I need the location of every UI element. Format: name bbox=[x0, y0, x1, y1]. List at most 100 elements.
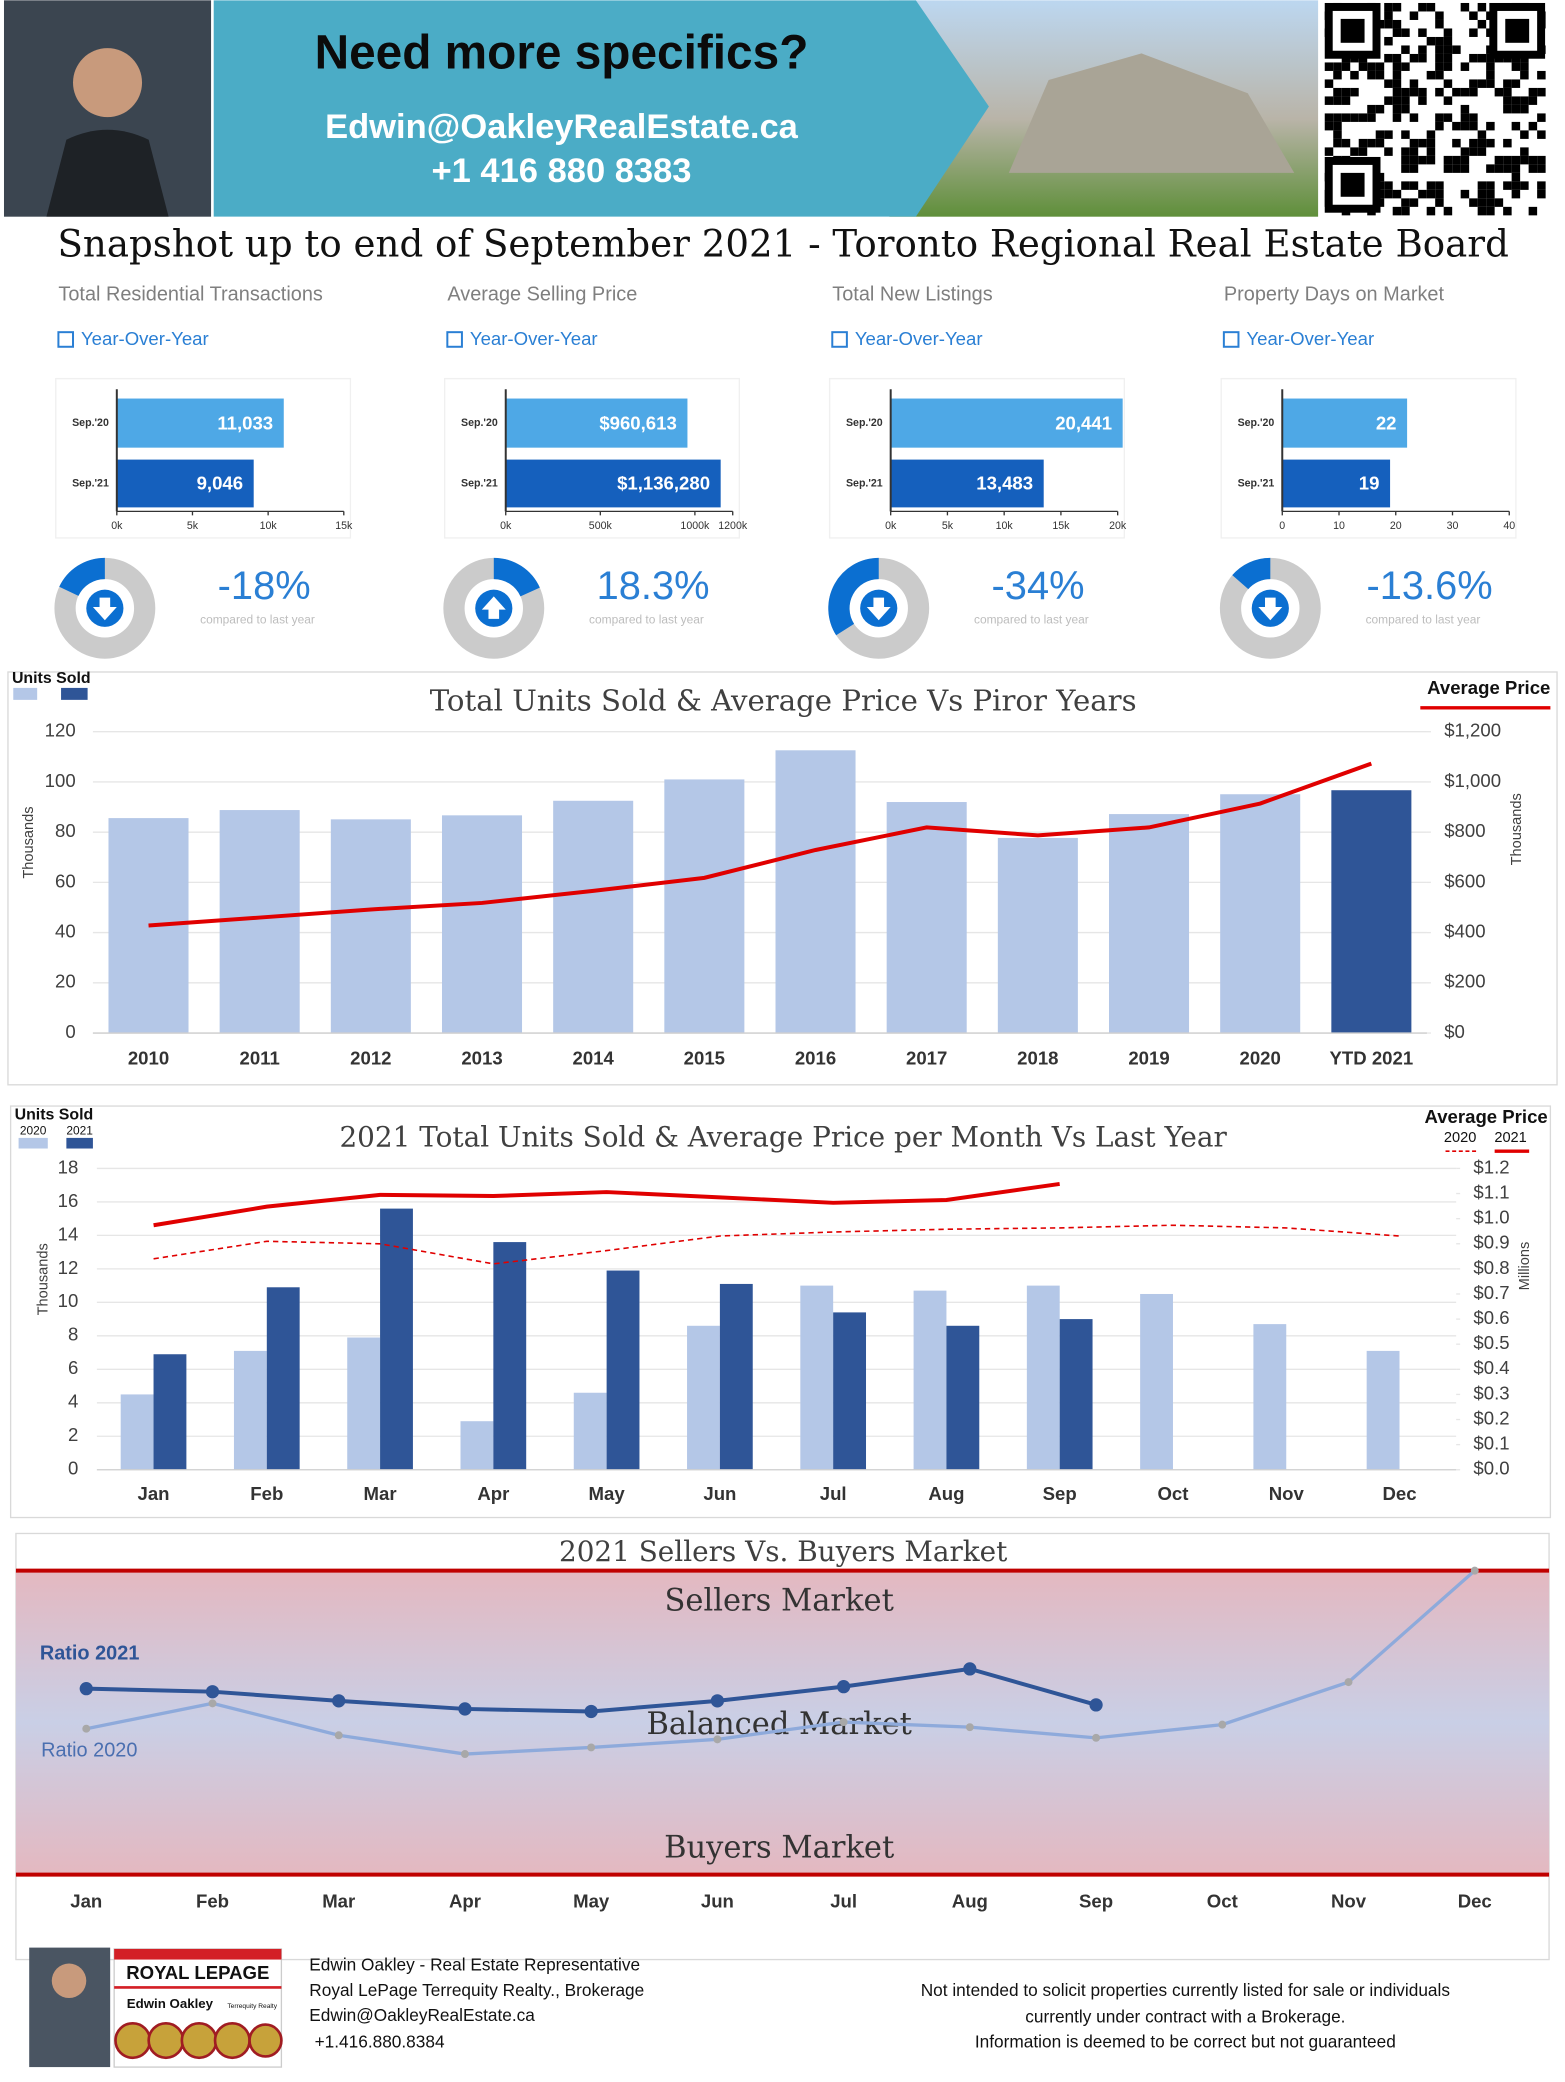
calendar-icon bbox=[446, 331, 463, 348]
qr-module bbox=[1392, 70, 1402, 80]
qr-module bbox=[1435, 45, 1444, 54]
qr-module bbox=[1477, 198, 1487, 207]
qr-finder bbox=[1340, 172, 1365, 197]
qr-pattern bbox=[1324, 2, 1546, 216]
logo-bar bbox=[114, 1948, 282, 1960]
qr-module bbox=[1418, 138, 1427, 148]
qr-module bbox=[1503, 79, 1512, 88]
agent-photo-suit bbox=[46, 129, 169, 217]
legend-swatch bbox=[66, 1137, 93, 1149]
qr-module bbox=[1358, 62, 1368, 71]
qr-module bbox=[1350, 147, 1359, 156]
bar bbox=[687, 1325, 720, 1470]
bar bbox=[553, 800, 634, 1034]
qr-module bbox=[1520, 62, 1529, 71]
qr-module bbox=[1401, 164, 1410, 173]
qr-module bbox=[1384, 130, 1393, 139]
x-tick-label: Apr bbox=[449, 1890, 481, 1911]
qr-module bbox=[1401, 104, 1410, 114]
qr-module bbox=[1435, 36, 1444, 46]
x-tick-label: May bbox=[573, 1890, 610, 1911]
disclaimer: Not intended to solicit properties curre… bbox=[921, 1980, 1450, 2000]
x-tick-label: 0 bbox=[1279, 520, 1285, 532]
price-line bbox=[148, 761, 1373, 928]
y2-tick-label: $800 bbox=[1444, 820, 1485, 841]
x-tick-label: 2018 bbox=[1017, 1047, 1058, 1068]
qr-module bbox=[1401, 198, 1410, 207]
qr-module bbox=[1435, 181, 1444, 190]
qr-module bbox=[1520, 70, 1529, 80]
qr-module bbox=[1486, 181, 1495, 190]
trend-arrow bbox=[866, 597, 891, 621]
qr-module bbox=[1511, 104, 1521, 114]
value-label: 19 bbox=[1359, 473, 1380, 494]
qr-module bbox=[1384, 36, 1393, 46]
qr-module bbox=[1324, 62, 1334, 71]
legend-title: Units Sold bbox=[15, 1107, 94, 1124]
bar bbox=[1059, 1319, 1093, 1470]
bar bbox=[886, 802, 967, 1034]
value-label: 20,441 bbox=[1055, 412, 1112, 433]
qr-module bbox=[1418, 53, 1427, 63]
qr-module bbox=[1477, 53, 1487, 63]
x-tick-label: Mar bbox=[364, 1483, 397, 1504]
qr-module bbox=[1443, 96, 1453, 105]
ratio-point bbox=[713, 1735, 722, 1744]
qr-module bbox=[1477, 181, 1487, 190]
donut-arc bbox=[59, 557, 106, 597]
mini-chart-frame bbox=[444, 377, 741, 539]
bar bbox=[219, 810, 300, 1034]
disclaimer: Information is deemed to be correct but … bbox=[975, 2032, 1396, 2052]
x-tick-label: May bbox=[589, 1483, 626, 1504]
qr-module bbox=[1375, 104, 1385, 114]
y2-tick-label: $0.1 bbox=[1473, 1433, 1509, 1454]
qr-module bbox=[1460, 62, 1470, 71]
x-tick-label: 2011 bbox=[240, 1047, 280, 1068]
legend-swatch bbox=[13, 687, 38, 700]
change-note: compared to last year bbox=[1366, 612, 1481, 626]
y-tick-label: 18 bbox=[58, 1156, 79, 1177]
qr-module bbox=[1392, 2, 1402, 12]
zone-label: Sellers Market bbox=[665, 1583, 895, 1618]
qr-module bbox=[1333, 121, 1342, 131]
qr-module bbox=[1418, 45, 1427, 54]
qr-module bbox=[1537, 164, 1546, 173]
calendar-icon bbox=[831, 331, 848, 348]
qr-module bbox=[1443, 36, 1453, 46]
qr-module bbox=[1367, 104, 1376, 114]
ratio-point bbox=[79, 1682, 93, 1696]
qr-module bbox=[1401, 62, 1410, 71]
badge bbox=[213, 2021, 251, 2060]
qr-module bbox=[1477, 79, 1487, 88]
contact-email: Edwin@OakleyRealEstate.ca bbox=[325, 108, 799, 146]
qr-module bbox=[1460, 113, 1470, 122]
qr-module bbox=[1367, 70, 1376, 80]
qr-module bbox=[1384, 96, 1393, 105]
qr-module bbox=[1375, 130, 1385, 139]
y2-tick-label: $1,200 bbox=[1444, 720, 1501, 741]
qr-module bbox=[1384, 2, 1393, 12]
y-tick-label: 40 bbox=[55, 921, 76, 942]
qr-module bbox=[1460, 104, 1470, 114]
x-tick-label: Jul bbox=[830, 1890, 857, 1911]
qr-module bbox=[1341, 87, 1351, 97]
qr-module bbox=[1452, 138, 1461, 148]
qr-module bbox=[1503, 155, 1512, 165]
donut-arc bbox=[493, 557, 540, 597]
kpi-subtitle: Year-Over-Year bbox=[1246, 328, 1374, 349]
logo-rule bbox=[114, 1986, 282, 1989]
qr-module bbox=[1503, 206, 1512, 216]
y-tick-label: 0 bbox=[65, 1021, 75, 1042]
qr-module bbox=[1401, 96, 1410, 105]
qr-module bbox=[1392, 62, 1402, 71]
logo-name: Edwin Oakley bbox=[127, 1996, 214, 2011]
qr-module bbox=[1528, 87, 1538, 97]
x-tick-label: 2015 bbox=[684, 1047, 725, 1068]
x-tick-label: Oct bbox=[1207, 1890, 1238, 1911]
x-tick-label: Aug bbox=[952, 1890, 988, 1911]
bar bbox=[1253, 1324, 1287, 1470]
category-label: Sep.'21 bbox=[1238, 477, 1275, 489]
ratio-point bbox=[839, 1718, 848, 1727]
change-note: compared to last year bbox=[200, 612, 315, 626]
x-tick-label: 5k bbox=[187, 520, 199, 532]
